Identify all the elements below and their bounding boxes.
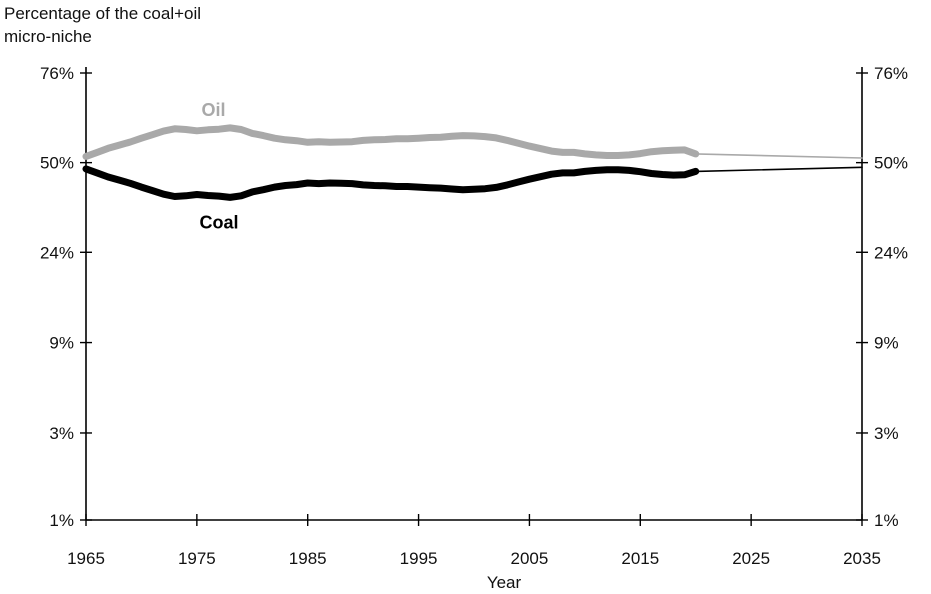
y-tick-label-right: 76%: [874, 64, 908, 83]
y-tick-label-left: 50%: [40, 154, 74, 173]
series-group: [82, 124, 863, 201]
x-tick-label: 2015: [621, 549, 659, 568]
y-axis-title-line-2: micro-niche: [4, 27, 92, 46]
x-tick-label: 2005: [511, 549, 549, 568]
y-tick-label-right: 3%: [874, 424, 899, 443]
y-tick-label-right: 50%: [874, 154, 908, 173]
x-tick-label: 1985: [289, 549, 327, 568]
y-tick-label-right: 9%: [874, 334, 899, 353]
x-axis-title: Year: [487, 573, 522, 592]
y-axis-title-line-1: Percentage of the coal+oil: [4, 4, 202, 23]
x-tick-label: 1995: [400, 549, 438, 568]
y-tick-label-left: 24%: [40, 243, 74, 262]
y-tick-label-left: 9%: [49, 334, 74, 353]
series-label-coal: Coal: [200, 213, 239, 233]
x-tick-label: 2025: [732, 549, 770, 568]
y-tick-label-left: 3%: [49, 424, 74, 443]
series-line-oil-projection: [694, 153, 863, 159]
x-tick-label: 1965: [67, 549, 105, 568]
labels-group: 76% 76% 50% 50% 24% 24% 9% 9% 3% 3% 1% 1% 1965 1975 19…: [40, 64, 908, 592]
series-label-oil: Oil: [201, 100, 225, 120]
y-tick-label-right: 24%: [874, 243, 908, 262]
y-tick-label-left: 1%: [49, 511, 74, 530]
x-tick-label: 2035: [843, 549, 881, 568]
y-tick-label-left: 76%: [40, 64, 74, 83]
series-line-oil: [82, 124, 700, 160]
series-line-coal: [82, 165, 700, 201]
x-tick-label: 1975: [178, 549, 216, 568]
series-line-coal-projection: [694, 166, 863, 173]
axes-group: [80, 67, 868, 526]
y-tick-label-right: 1%: [874, 511, 899, 530]
